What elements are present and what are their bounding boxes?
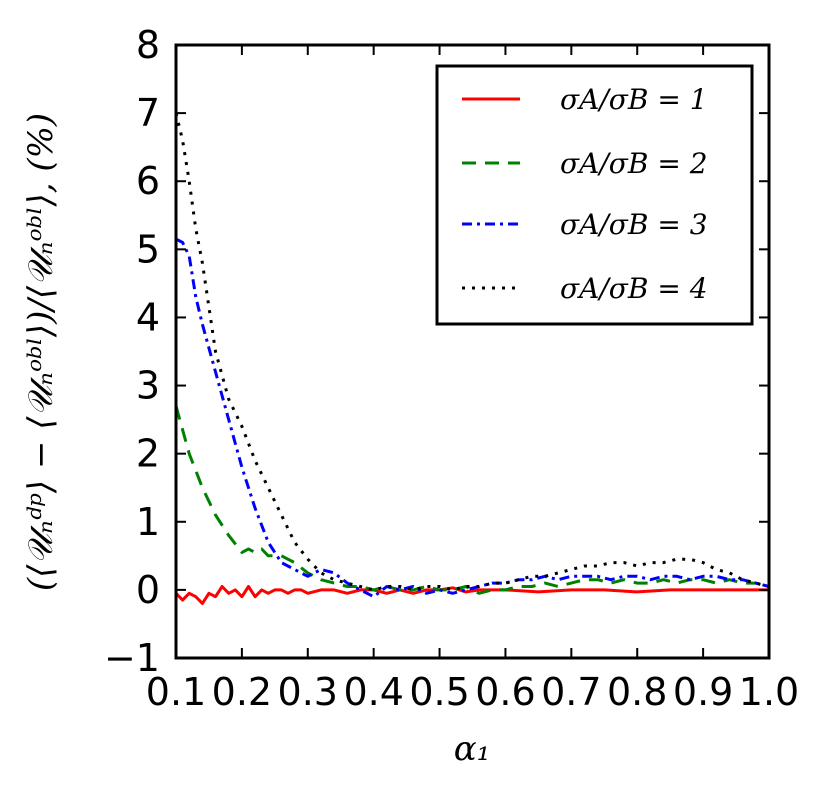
x-tick-label: 0.7 <box>541 670 601 714</box>
y-tick-label: 8 <box>136 23 160 67</box>
legend-label-series-2: σA/σB = 2 <box>560 147 708 180</box>
y-tick-label: 5 <box>136 227 160 271</box>
y-tick-label: 3 <box>136 364 160 408</box>
series-line-1 <box>174 585 769 605</box>
x-tick-label: 0.9 <box>673 670 733 714</box>
x-tick-label: 0.1 <box>146 670 206 714</box>
series-line-3 <box>175 237 770 599</box>
y-tick-label: 6 <box>136 159 160 203</box>
y-axis-label: (⟨𝒰ₙᵈᵖ⟩ − ⟨𝒰ₙᵒᵇˡ⟩)/⟨𝒰ₙᵒᵇˡ⟩, (%) <box>21 113 61 591</box>
legend-label-series-1: σA/σB = 1 <box>560 83 708 116</box>
y-tick-label: 4 <box>136 295 160 339</box>
x-tick-label: 0.5 <box>409 670 469 714</box>
tick-layer: 0.1 0.2 0.3 0.4 0.5 0.6 0.7 0.8 0.9 1.0 −1 0 1 2 3 4 5 6 7… <box>104 23 799 714</box>
x-tick-label: 0.8 <box>607 670 667 714</box>
legend-label-series-3: σA/σB = 3 <box>560 208 708 241</box>
x-tick-label: 1.0 <box>739 670 799 714</box>
x-axis-label: α₁ <box>454 729 491 769</box>
x-tick-label: 0.3 <box>278 670 338 714</box>
series-line-4 <box>174 112 770 592</box>
y-tick-label: 2 <box>136 432 160 476</box>
x-tick-label: 0.6 <box>475 670 535 714</box>
y-tick-label: 1 <box>136 500 160 544</box>
y-tick-label: −1 <box>104 636 160 680</box>
x-tick-label: 0.2 <box>212 670 272 714</box>
legend-frame <box>435 64 754 326</box>
legend-label-series-4: σA/σB = 4 <box>560 272 708 305</box>
y-tick-label: 7 <box>136 91 160 135</box>
series-layer <box>174 112 770 605</box>
plot-frame <box>174 43 771 660</box>
x-tick-label: 0.4 <box>343 670 403 714</box>
legend: σA/σB = 1 σA/σB = 2 σA/σB = 3 σA/σB = 4 <box>435 64 754 326</box>
y-tick-label: 0 <box>136 568 160 612</box>
